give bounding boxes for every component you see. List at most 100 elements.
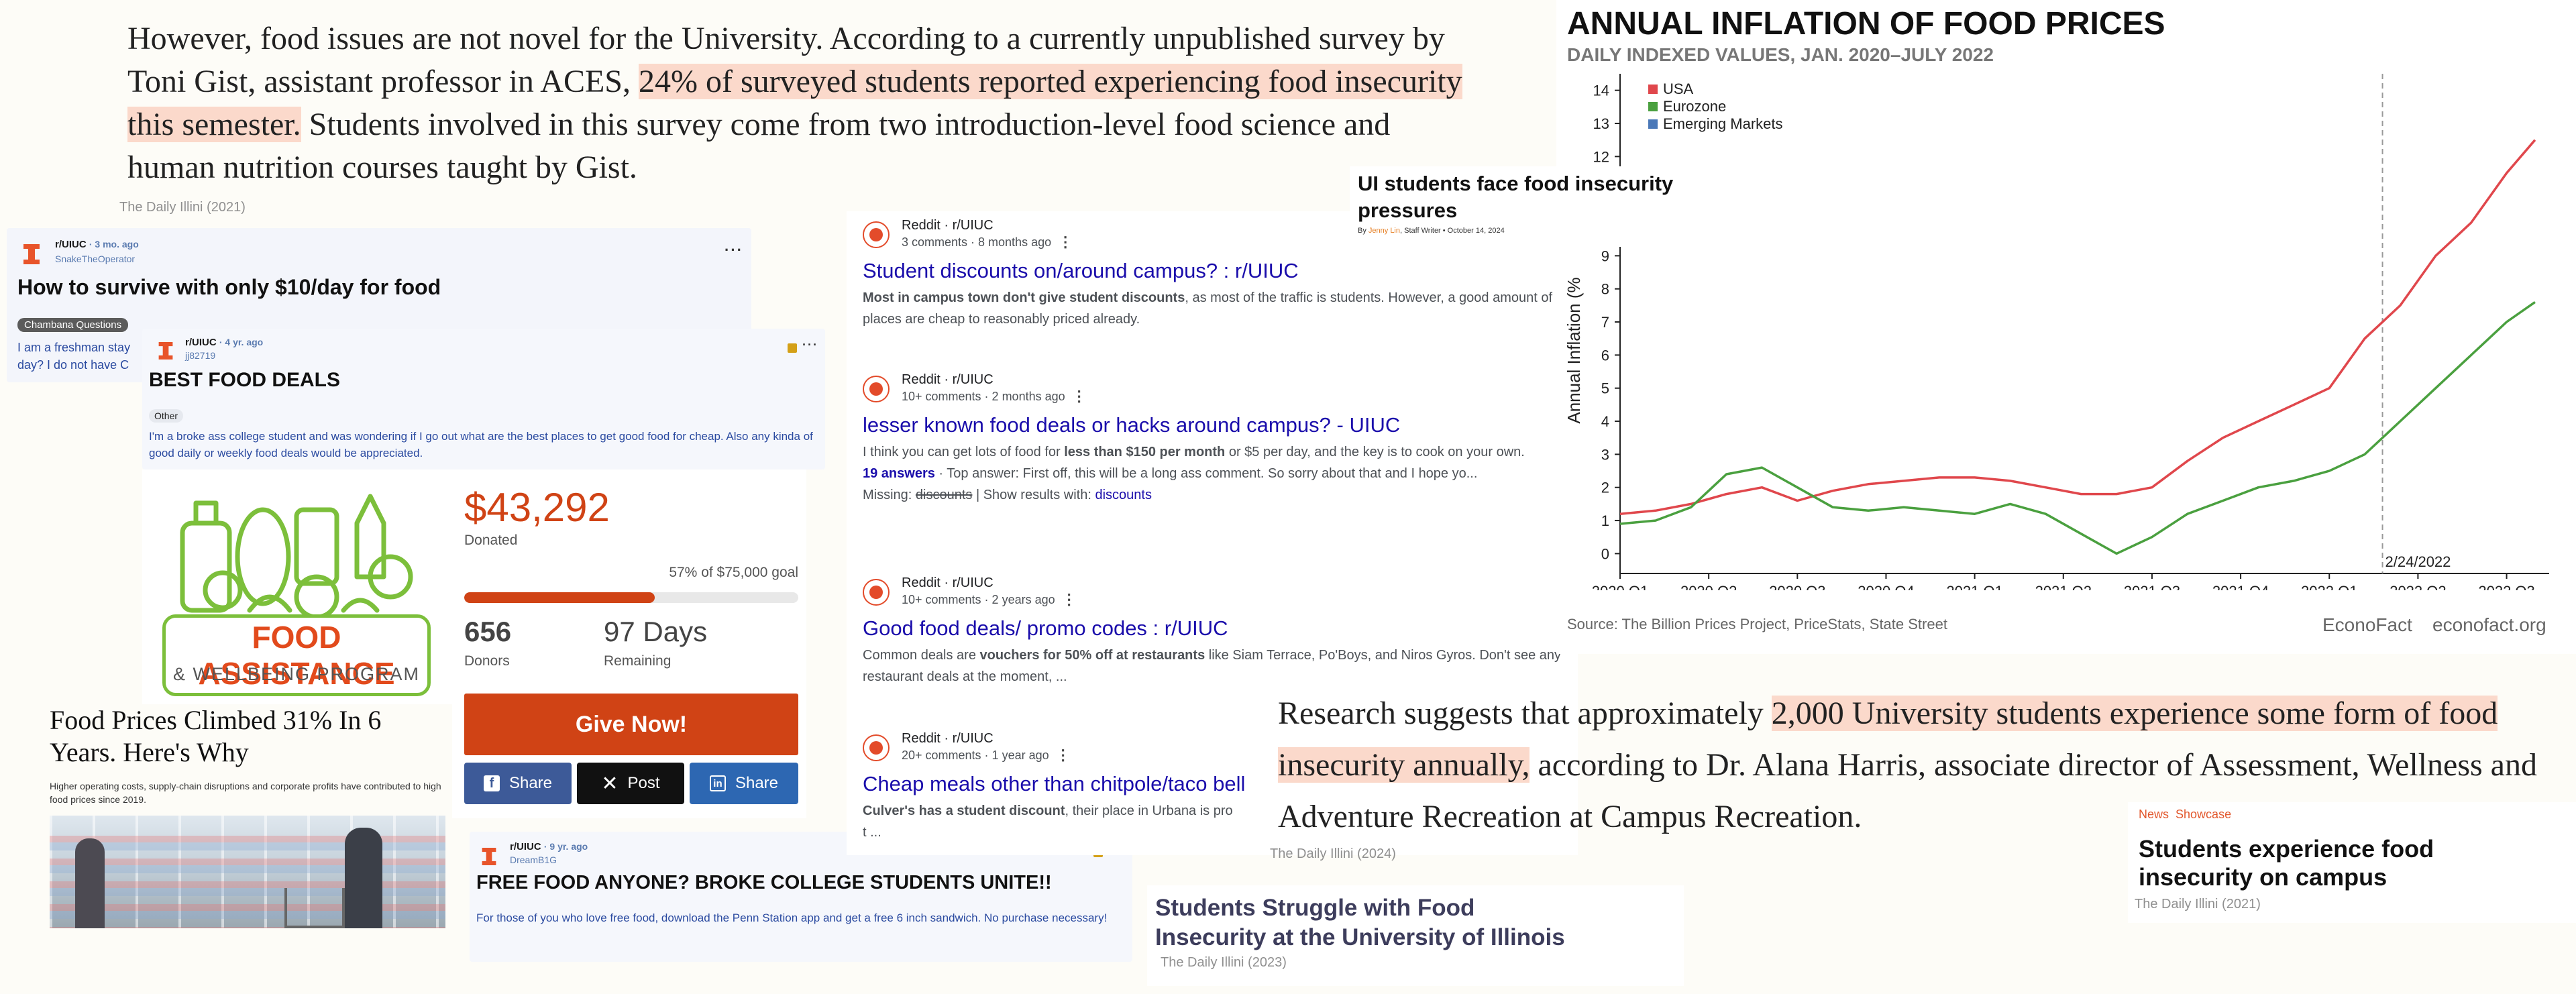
reddit-icon [863,734,890,761]
reddit-post-best-deals[interactable]: r/UIUC · 4 yr. ago jj82719 ··· BEST FOOD… [142,329,825,470]
series-line-usa [1619,139,2536,515]
search-result[interactable]: Reddit · r/UIUC 10+ comments · 2 months … [863,372,1567,506]
post-author[interactable]: SnakeTheOperator [55,254,136,264]
result-source: Reddit · r/UIUC [902,575,994,590]
article-headline[interactable]: Students experience food insecurity on c… [2139,835,2434,891]
result-snippet-cont: t ... [863,825,881,840]
y-tick-label: 2 [1601,480,1609,496]
legend-swatch [1648,119,1658,129]
uiuc-logo-icon [157,341,174,361]
post-menu-icon[interactable]: ··· [802,338,818,351]
days-label: Remaining [604,653,672,669]
series-line-eurozone [1619,300,2536,555]
y-tick-label: 14 [1593,82,1609,99]
x-tick-label: 2021 Q1 [1946,583,2002,590]
quote-2024-text: Research suggests that approximately 2,0… [1278,696,2537,834]
article-source: The Daily Illini (2021) [2135,897,2261,912]
post-body: I'm a broke ass college student and was … [149,430,813,459]
more-options-icon[interactable]: ⋮ [1061,591,1077,608]
x-tick-label: 2020 Q3 [1769,583,1825,590]
experience-article[interactable]: News Showcase Students experience food i… [2128,802,2576,923]
reddit-icon [863,221,890,248]
share-facebook-button[interactable]: f Share [464,763,572,804]
article-tags: News Showcase [2139,808,2232,821]
donation-widget: FOOD ASSISTANCE & WELLBEING PROGRAM $43,… [142,470,806,818]
x-tick-label: 2022 Q1 [2301,583,2357,590]
post-body: I am a freshman stay day? I do not have … [17,341,131,372]
inflation-chart: ANNUAL INFLATION OF FOOD PRICES DAILY IN… [1556,0,2576,654]
search-result[interactable]: Reddit · r/UIUC 10+ comments · 2 years a… [863,575,1567,687]
result-title-link[interactable]: lesser known food deals or hacks around … [863,413,1401,437]
missing-terms: Missing: discounts | Show results with: … [863,488,1152,502]
post-title[interactable]: How to survive with only $10/day for foo… [17,275,441,299]
grocery-store-photo [50,816,445,928]
post-flair[interactable]: Chambana Questions [17,318,129,332]
show-results-link[interactable]: discounts [1095,488,1152,502]
more-options-icon[interactable]: ⋮ [1071,388,1087,404]
days-remaining: 97 Days [604,616,708,647]
result-source: Reddit · r/UIUC [902,372,994,387]
uiuc-logo-icon [480,846,498,867]
y-axis-label: Annual Inflation (% [1564,277,1584,423]
quote-2024-source: The Daily Illini (2024) [1270,846,1396,861]
post-title[interactable]: FREE FOOD ANYONE? BROKE COLLEGE STUDENTS… [476,872,1052,893]
post-x-button[interactable]: ✕ Post [577,763,684,804]
econofact-brand: EconoFact [2322,614,2412,635]
result-title-link[interactable]: Student discounts on/around campus? : r/… [863,259,1299,282]
goal-text: 57% of $75,000 goal [669,565,798,580]
answers-link[interactable]: 19 answers [863,466,935,481]
uiuc-logo-icon [21,243,42,266]
result-title-link[interactable]: Good food deals/ promo codes : r/UIUC [863,616,1228,640]
search-result[interactable]: Reddit · r/UIUC 3 comments · 8 months ag… [863,218,1567,330]
share-linkedin-button[interactable]: in Share [690,763,798,804]
quote-2021-text: However, food issues are not novel for t… [127,21,1462,185]
x-tick-label: 2021 Q2 [2035,583,2092,590]
more-options-icon[interactable]: ⋮ [1055,747,1071,763]
article-source: The Daily Illini (2023) [1161,955,1287,970]
y-tick-label: 1 [1601,512,1609,529]
donor-count: 656 [464,616,512,647]
y-tick-label: 12 [1593,148,1609,165]
article-headline[interactable]: Food Prices Climbed 31% In 6 Years. Here… [50,705,382,767]
food-assistance-logo: FOOD ASSISTANCE & WELLBEING PROGRAM [149,483,444,696]
post-title[interactable]: BEST FOOD DEALS [149,369,341,391]
econofact-url: econofact.org [2432,614,2546,635]
search-result[interactable]: Reddit · r/UIUC 20+ comments · 1 year ag… [863,731,1567,843]
result-title-link[interactable]: Cheap meals other than chitpole/taco bel… [863,772,1246,795]
result-snippet: Culver's has a student discount, their p… [863,804,1233,818]
reddit-post-free-food[interactable]: r/UIUC · 9 yr. ago DreamB1G ··· FREE FOO… [470,832,1132,962]
donor-label: Donors [464,653,510,669]
y-tick-label: 5 [1601,380,1609,397]
subreddit-name[interactable]: r/UIUC · 9 yr. ago [510,841,588,852]
subreddit-name[interactable]: r/UIUC · 3 mo. ago [55,239,139,250]
article-headline[interactable]: Students Struggle with Food Insecurity a… [1155,895,1565,950]
x-tick-label: 2022 Q3 [2478,583,2534,590]
struggle-article[interactable]: Students Struggle with Food Insecurity a… [1147,885,1684,986]
x-tick-label: 2020 Q2 [1680,583,1737,590]
post-author[interactable]: DreamB1G [510,854,557,865]
post-author[interactable]: jj82719 [185,350,216,361]
quote-2024: Research suggests that approximately 2,0… [1278,687,2576,842]
food-prices-article[interactable]: Food Prices Climbed 31% In 6 Years. Here… [50,704,452,932]
reddit-icon [863,578,890,606]
x-logo-icon: ✕ [601,772,619,795]
post-body: For those of you who love free food, dow… [476,912,1108,924]
ui-students-article[interactable]: UI students face food insecurity pressur… [1350,166,1699,247]
post-flair[interactable]: Other [149,409,184,423]
progress-track [464,592,798,603]
quote-2021-source: The Daily Illini (2021) [119,200,246,215]
result-snippet: Common deals are vouchers for 50% off at… [863,648,1562,684]
article-headline[interactable]: UI students face food insecurity pressur… [1358,172,1674,222]
annotation-label: 2/24/2022 [2385,553,2451,570]
give-now-button[interactable]: Give Now! [464,694,798,755]
donated-amount: $43,292 [464,485,610,530]
chart-source: Source: The Billion Prices Project, Pric… [1567,616,1947,632]
subreddit-name[interactable]: r/UIUC · 4 yr. ago [185,337,264,348]
legend-label: Emerging Markets [1663,115,1783,132]
post-menu-icon[interactable]: ··· [724,241,743,258]
more-options-icon[interactable]: ⋮ [1058,233,1073,250]
x-tick-label: 2022 Q2 [2390,583,2446,590]
y-tick-label: 8 [1601,281,1609,298]
chart-plot: 01234567891213142020 Q12020 Q22020 Q3202… [1564,74,2549,590]
donated-label: Donated [464,533,518,548]
